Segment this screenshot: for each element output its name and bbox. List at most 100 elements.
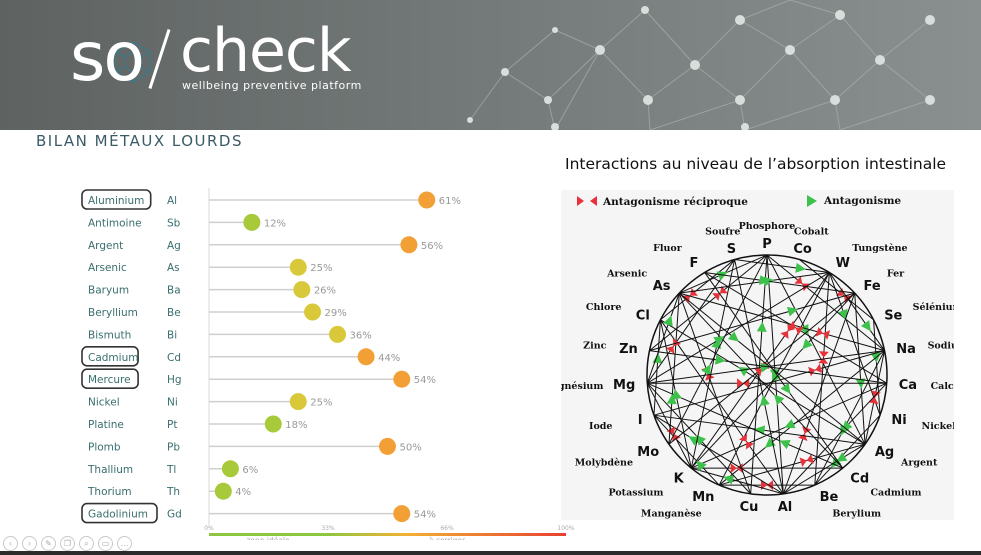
interaction-line xyxy=(704,272,887,384)
node-symbol: Zn xyxy=(619,342,638,357)
reciprocal-marker-icon xyxy=(798,426,812,441)
node-symbol: S xyxy=(727,242,736,257)
interaction-line xyxy=(678,292,844,469)
antagonism-marker-icon xyxy=(666,393,677,405)
copy-icon[interactable]: ❐ xyxy=(60,536,75,551)
next-icon[interactable]: › xyxy=(22,536,37,551)
antagonism-marker-icon xyxy=(840,424,850,436)
antagonism-marker-icon xyxy=(780,382,791,394)
more-icon[interactable]: … xyxy=(117,536,132,551)
node-name: Iode xyxy=(589,421,612,432)
category-label: Bismuth xyxy=(88,329,131,341)
value-point xyxy=(289,393,307,411)
interaction-line xyxy=(653,414,784,495)
symbol-label: Al xyxy=(167,195,177,207)
symbol-label: Bi xyxy=(167,329,177,341)
antagonism-marker-icon xyxy=(715,354,726,365)
node-name: Tungstène xyxy=(852,243,907,254)
highlight-box xyxy=(81,502,158,524)
value-label: 4% xyxy=(235,487,251,498)
interaction-line xyxy=(782,292,856,495)
symbol-label: Sb xyxy=(167,217,181,229)
category-label: Nickel xyxy=(88,397,120,409)
highlight-box xyxy=(81,189,152,210)
value-label: 26% xyxy=(314,286,336,297)
interaction-line xyxy=(828,272,885,351)
reciprocal-marker-icon xyxy=(665,338,682,354)
prev-icon[interactable]: ‹ xyxy=(3,536,18,551)
symbol-label: Tl xyxy=(166,464,176,476)
node-symbol: W xyxy=(836,256,850,271)
antagonism-marker-icon xyxy=(716,271,728,281)
node-name: Berylium xyxy=(832,509,881,520)
interaction-line xyxy=(783,443,866,495)
interaction-line xyxy=(873,319,881,416)
antagonism-marker-icon xyxy=(771,372,782,384)
section-title: BILAN MÉTAUX LOURDS xyxy=(36,132,243,150)
interaction-line xyxy=(799,259,874,321)
value-point xyxy=(304,303,322,321)
node-name: Chlore xyxy=(586,302,621,313)
antagonism-marker-icon xyxy=(802,338,813,350)
interaction-line xyxy=(646,292,680,384)
value-point xyxy=(400,236,418,254)
symbol-label: As xyxy=(167,262,180,274)
network-background-graphic xyxy=(467,0,935,130)
value-point xyxy=(329,325,347,343)
antagonism-marker-icon xyxy=(860,320,871,332)
interaction-line xyxy=(854,293,866,445)
value-label: 56% xyxy=(421,241,443,252)
x-tick-label: 0% xyxy=(204,525,214,532)
interaction-line xyxy=(646,259,736,384)
interaction-line xyxy=(766,254,885,351)
node-symbol: Na xyxy=(896,342,916,357)
interaction-line xyxy=(647,272,830,384)
node-name: Soufre xyxy=(705,227,740,238)
node-name: Fer xyxy=(887,269,905,280)
node-symbol: P xyxy=(762,237,772,252)
antagonism-marker-icon xyxy=(836,452,848,462)
category-label: Gadolinium xyxy=(88,509,148,521)
legend-label: Antagonisme réciproque xyxy=(602,196,748,208)
diagram-title: Interactions au niveau de l’absorption i… xyxy=(565,155,947,173)
zoom-icon[interactable]: ⌕ xyxy=(79,536,94,551)
interaction-line xyxy=(814,272,830,486)
value-label: 61% xyxy=(439,196,461,207)
value-label: 18% xyxy=(285,420,307,431)
value-label: 25% xyxy=(310,263,332,274)
symbol-label: Ag xyxy=(167,240,181,252)
value-point xyxy=(293,281,311,299)
symbol-label: Th xyxy=(166,486,180,498)
header-banner: so check wellbeing preventive platform xyxy=(0,0,981,130)
screen-icon[interactable]: ▭ xyxy=(98,536,113,551)
x-tick-label: 33% xyxy=(321,525,335,532)
interaction-line xyxy=(864,350,885,445)
node-symbol: Mn xyxy=(692,490,714,505)
node-symbol: K xyxy=(674,471,685,486)
value-point xyxy=(264,415,282,433)
node-symbol: I xyxy=(638,413,643,428)
interaction-line xyxy=(766,254,866,445)
interaction-line xyxy=(782,382,888,495)
category-label: Thallium xyxy=(87,464,133,476)
value-point xyxy=(393,505,411,523)
node-symbol: Fe xyxy=(863,279,880,294)
value-point xyxy=(418,191,436,209)
value-label: 50% xyxy=(400,442,422,453)
symbol-label: Pb xyxy=(167,441,180,453)
symbol-label: Cd xyxy=(167,352,181,364)
category-label: Argent xyxy=(88,240,123,252)
value-point xyxy=(243,213,261,231)
zone-label: zone idéale xyxy=(246,536,289,540)
value-point xyxy=(357,348,375,366)
symbol-label: Be xyxy=(167,307,181,319)
interaction-line xyxy=(679,292,885,352)
category-label: Mercure xyxy=(88,374,131,386)
interaction-line xyxy=(668,293,680,445)
node-name: Cobalt xyxy=(794,227,829,238)
interaction-line xyxy=(649,254,768,351)
legend-red-icon xyxy=(590,196,597,206)
pen-icon[interactable]: ✎ xyxy=(41,536,56,551)
node-name: Arsenic xyxy=(606,269,647,280)
interaction-line xyxy=(734,258,830,273)
